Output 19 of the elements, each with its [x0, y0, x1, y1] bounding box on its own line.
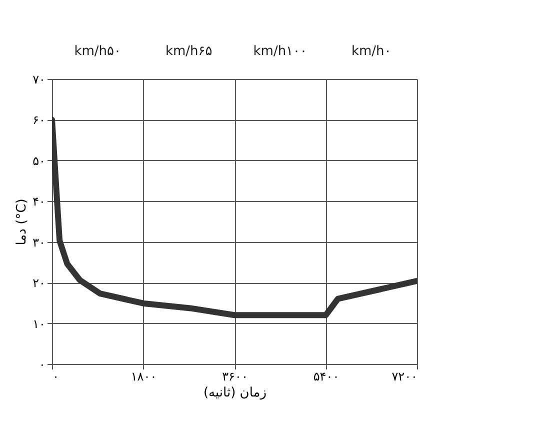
text: km/h۶۵ [165, 44, 212, 59]
y-tick-label: ۱۰ [32, 316, 46, 331]
y-tick-label: ۰ [39, 358, 46, 372]
text: km/h۰ [351, 44, 392, 59]
x-tick-label: ۵۴۰۰ [313, 370, 340, 384]
x-tick-label: ۷۲۰۰ [392, 370, 418, 384]
x-tick-label: ۰ [52, 370, 59, 384]
text: km/h۵۰ [74, 44, 122, 59]
y-tick-label: ۲۰ [32, 276, 46, 290]
y-tick-label: ۷۰ [32, 72, 46, 86]
x-axis-title: زمان (ثانیه) [203, 386, 267, 400]
y-tick-label: ۳۰ [32, 235, 46, 250]
text: km/h۱۰۰ [253, 44, 308, 59]
y-tick-label: ۵۰ [32, 154, 46, 168]
x-tick-label: ۳۶۰۰ [222, 370, 248, 384]
y-axis-title: دما (°C) [14, 198, 30, 246]
x-tick-label: ۱۸۰۰ [130, 370, 157, 384]
y-tick-label: ۶۰ [32, 113, 46, 128]
y-tick-label: ۴۰ [32, 194, 46, 209]
